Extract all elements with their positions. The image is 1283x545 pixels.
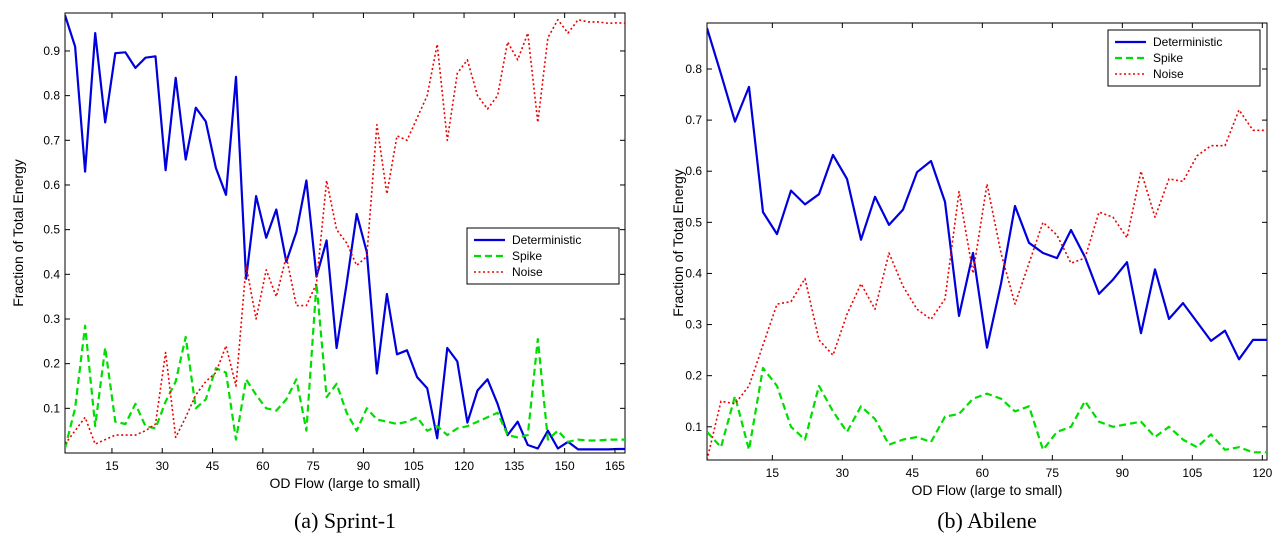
x-tick-label: 60	[976, 466, 990, 480]
y-tick-label: 0.1	[685, 420, 702, 434]
x-axis-label-sprint: OD Flow (large to small)	[270, 475, 421, 491]
y-axis-label-abilene: Fraction of Total Energy	[670, 169, 686, 317]
legend-box-sprint	[466, 227, 620, 285]
x-tick-label: 105	[1182, 466, 1202, 480]
y-tick-label: 0.8	[685, 62, 702, 76]
x-tick-label: 30	[156, 459, 170, 473]
x-tick-label: 105	[404, 459, 424, 473]
series-line-noise	[65, 18, 625, 445]
series-line-spike	[65, 282, 625, 449]
y-tick-label: 0.6	[43, 178, 60, 192]
y-tick-label: 0.3	[43, 312, 60, 326]
x-tick-label: 90	[357, 459, 371, 473]
x-tick-label: 75	[306, 459, 320, 473]
x-tick-label: 45	[206, 459, 220, 473]
legend-abilene: Deterministic Spike Noise	[1107, 29, 1261, 87]
series-lines-abilene	[707, 27, 1267, 460]
y-tick-label: 0.8	[43, 89, 60, 103]
legend-label-spike: Spike	[1153, 51, 1183, 65]
x-tick-label: 120	[454, 459, 474, 473]
series-line-deterministic	[707, 27, 1267, 361]
x-tick-label: 60	[256, 459, 270, 473]
y-tick-label: 0.9	[43, 44, 60, 58]
x-tick-label: 30	[836, 466, 850, 480]
y-tick-label: 0.3	[685, 318, 702, 332]
y-axis-label-sprint: Fraction of Total Energy	[10, 159, 26, 307]
y-tick-label: 0.6	[685, 164, 702, 178]
x-tick-label: 90	[1116, 466, 1130, 480]
legend-sprint: Deterministic Spike Noise	[466, 227, 620, 285]
legend-label-noise: Noise	[1153, 67, 1184, 81]
y-tick-label: 0.2	[685, 369, 702, 383]
x-axis-label-abilene: OD Flow (large to small)	[912, 482, 1063, 498]
series-line-spike	[707, 366, 1267, 454]
y-tick-label: 0.7	[685, 113, 702, 127]
series-line-noise	[707, 109, 1267, 460]
x-tick-label: 75	[1046, 466, 1060, 480]
y-tick-label: 0.5	[685, 215, 702, 229]
legend-label-noise: Noise	[512, 265, 543, 279]
caption-abilene: (b) Abilene	[937, 508, 1037, 533]
legend-box-abilene	[1107, 29, 1261, 87]
y-ticks-abilene: 0.1 0.2 0.3 0.4 0.5 0.6 0.7 0.8	[685, 62, 1267, 434]
caption-sprint: (a) Sprint-1	[294, 508, 396, 533]
chart-abilene: 15 30 45 60 75 90 105 120 0.1 0.2 0.3 0.4 0.5 0.6 0.7…	[670, 22, 1273, 533]
y-tick-label: 0.2	[43, 357, 60, 371]
x-tick-label: 45	[906, 466, 920, 480]
x-ticks-sprint: 15 30 45 60 75 90 105 120 135 150 165	[105, 13, 625, 473]
chart-sprint: 15 30 45 60 75 90 105 120 135 150 165 0.1 0.2 0.3 0.4…	[10, 12, 626, 533]
y-tick-label: 0.1	[43, 401, 60, 415]
y-tick-label: 0.5	[43, 223, 60, 237]
x-tick-label: 165	[605, 459, 625, 473]
series-line-deterministic	[65, 14, 625, 451]
x-tick-label: 120	[1252, 466, 1272, 480]
y-tick-label: 0.4	[685, 266, 702, 280]
y-tick-label: 0.4	[43, 267, 60, 281]
legend-label-deterministic: Deterministic	[1153, 35, 1222, 49]
legend-label-spike: Spike	[512, 249, 542, 263]
series-lines-sprint	[65, 14, 625, 451]
x-tick-label: 15	[105, 459, 119, 473]
legend-label-deterministic: Deterministic	[512, 233, 581, 247]
x-tick-label: 15	[766, 466, 780, 480]
y-tick-label: 0.7	[43, 133, 60, 147]
y-ticks-sprint: 0.1 0.2 0.3 0.4 0.5 0.6 0.7 0.8 0.9	[43, 44, 625, 415]
plot-area-abilene	[706, 22, 1268, 461]
x-tick-label: 150	[555, 459, 575, 473]
x-ticks-abilene: 15 30 45 60 75 90 105 120	[766, 23, 1273, 480]
x-tick-label: 135	[504, 459, 524, 473]
